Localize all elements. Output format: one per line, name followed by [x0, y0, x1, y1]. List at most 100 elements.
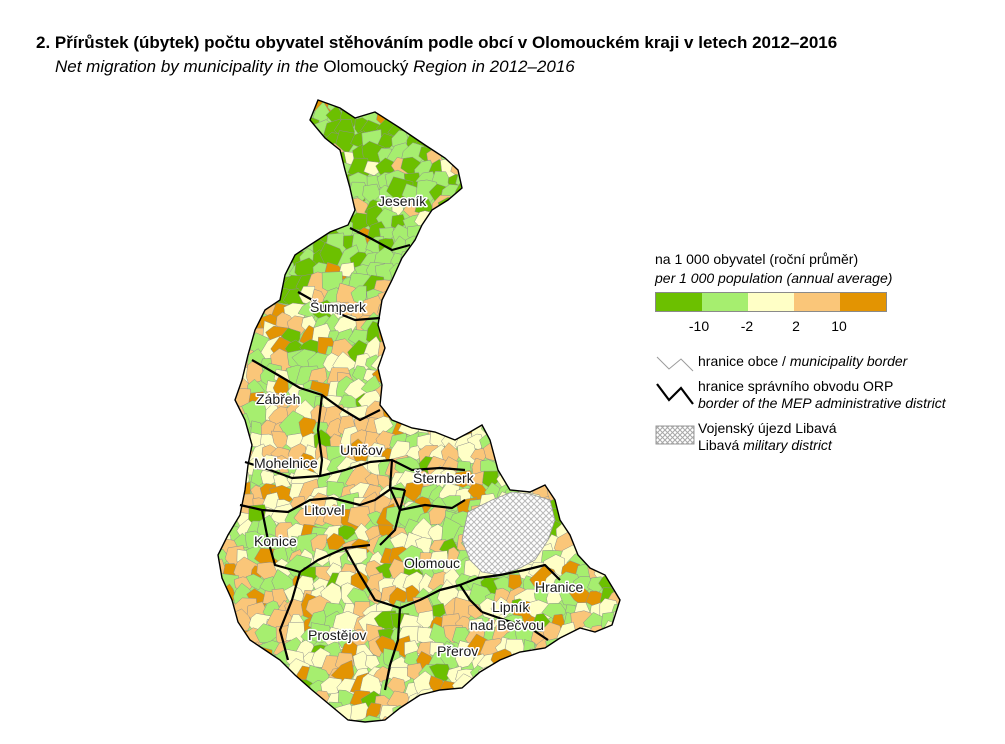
municipality-area: [490, 704, 517, 722]
municipality-area: [412, 712, 439, 722]
municipality-area: [484, 160, 500, 174]
municipality-area: [432, 317, 450, 337]
municipality-area: [531, 335, 554, 358]
municipality-area: [247, 717, 264, 722]
municipality-area: [559, 299, 582, 323]
municipality-area: [220, 315, 242, 337]
municipality-area: [612, 546, 620, 562]
municipality-area: [519, 271, 541, 295]
municipality-area: [567, 128, 592, 151]
orp-borders: [239, 227, 561, 691]
municipality-area: [464, 394, 495, 418]
municipality-area: [454, 650, 475, 669]
municipality-area: [488, 419, 512, 443]
municipality-area: [289, 131, 305, 152]
municipality-area: [509, 164, 530, 192]
municipality-area: [570, 326, 590, 347]
municipality-area: [556, 160, 581, 186]
municipality-area: [559, 651, 583, 674]
municipality-area: [480, 680, 502, 698]
municipality-area: [496, 263, 515, 278]
municipality-area: [493, 274, 515, 295]
municipality-area: [464, 160, 487, 184]
municipality-area: [556, 405, 583, 431]
municipality-area: [409, 324, 435, 353]
municipality-area: [286, 165, 307, 193]
municipality-area: [621, 166, 640, 190]
municipality-area: [481, 197, 495, 217]
municipality-area: [243, 142, 269, 170]
municipality-area: [232, 275, 253, 297]
municipality-area: [532, 258, 557, 280]
municipality-area: [599, 306, 618, 323]
municipality-area: [262, 102, 279, 123]
municipality-area: [610, 100, 620, 105]
municipality-area: [600, 153, 620, 179]
municipality-area: [488, 288, 515, 307]
municipality-area: [584, 536, 602, 555]
municipality-area: [624, 270, 641, 292]
municipality-area: [398, 398, 425, 426]
municipality-area: [501, 449, 530, 477]
municipality-area: [273, 119, 294, 139]
municipality-area: [553, 203, 581, 230]
municipality-area: [198, 423, 215, 442]
municipality-area: [219, 259, 241, 282]
municipality-area: [222, 627, 241, 645]
municipality-area: [572, 662, 596, 686]
municipality-area: [444, 352, 464, 369]
municipality-area: [593, 674, 618, 699]
municipality-area: [412, 258, 438, 281]
municipality-area: [441, 262, 462, 283]
municipality-area: [503, 186, 524, 203]
municipality-area: [243, 221, 264, 245]
municipality-area: [469, 383, 485, 400]
municipality-area: [393, 369, 415, 391]
municipality-area: [244, 677, 262, 694]
legend-color-scale: [655, 292, 887, 312]
municipality-area: [426, 303, 450, 323]
municipality-area: [483, 144, 502, 160]
municipality-area: [557, 662, 580, 684]
municipality-area: [220, 100, 240, 111]
municipality-area: [628, 537, 640, 562]
municipality-area: [232, 286, 253, 310]
municipality-area: [518, 100, 539, 103]
municipality-area: [218, 624, 225, 647]
municipality-area: [440, 100, 463, 116]
municipality-area: [492, 380, 515, 404]
municipality-area: [247, 234, 272, 253]
municipality-area: [294, 190, 322, 215]
municipality-area: [558, 443, 583, 471]
municipality-area: [263, 704, 284, 722]
municipality-area: [573, 199, 590, 219]
municipality-area: [244, 208, 268, 228]
municipality-area: [573, 100, 599, 112]
municipality-area: [272, 142, 296, 166]
municipality-area: [519, 362, 538, 386]
municipality-area: [598, 498, 616, 518]
municipality-area: [574, 220, 593, 244]
municipality-area: [419, 247, 441, 273]
municipality-area: [504, 689, 528, 713]
municipality-area: [623, 641, 640, 658]
municipality-area: [439, 102, 457, 126]
municipality-area: [444, 133, 463, 155]
municipality-area: [398, 103, 421, 125]
municipality-area: [532, 235, 554, 257]
municipality-area: [441, 495, 461, 512]
municipality-area: [530, 174, 551, 193]
municipality-area: [557, 107, 578, 125]
municipality-area: [465, 196, 491, 219]
municipality-area: [444, 289, 461, 304]
municipality-area: [195, 667, 215, 684]
municipality-area: [578, 140, 607, 170]
municipality-area: [259, 100, 279, 113]
municipality-area: [457, 339, 476, 362]
municipality-area: [572, 171, 594, 191]
municipality-area: [585, 293, 606, 318]
municipality-area: [249, 121, 269, 137]
municipality-area: [219, 654, 239, 673]
municipality-area: [233, 79, 251, 98]
municipality-area: [484, 117, 502, 136]
